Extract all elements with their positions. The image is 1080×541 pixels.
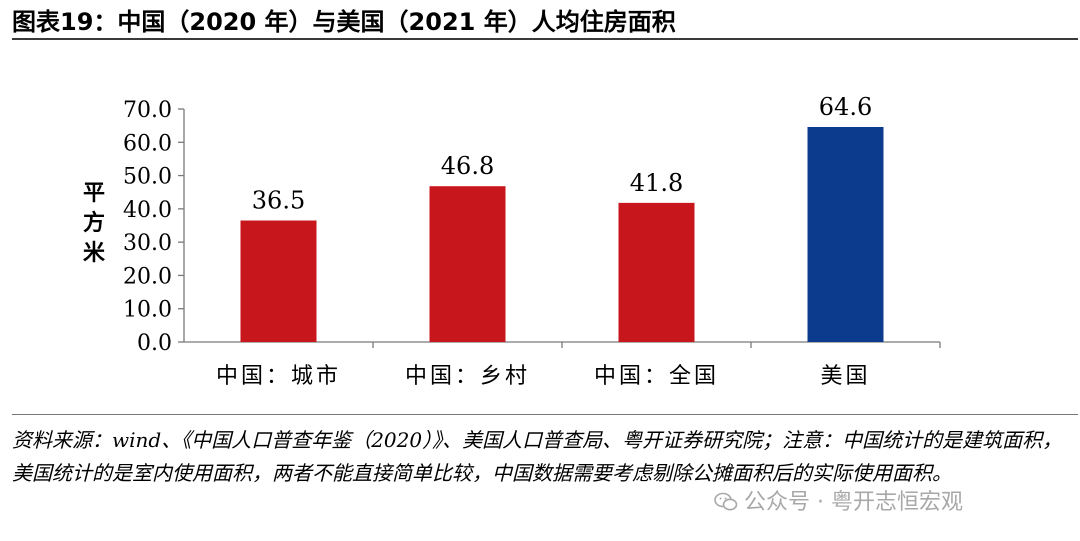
y-tick-label: 70.0 <box>123 98 172 123</box>
bar-value-label: 64.6 <box>819 93 872 121</box>
bar-chart: 0.0 10.0 20.0 30.0 40.0 50.0 60.0 70.0 平方米 36.5 中国… <box>83 93 941 389</box>
bar <box>618 202 695 342</box>
bar-value-label: 36.5 <box>252 187 305 215</box>
source-note: 资料来源：wind、《中国人口普查年鉴（2020）》、美国人口普查局、粤开证券研… <box>12 428 1063 485</box>
bar-value-label: 41.8 <box>630 169 683 197</box>
watermark: 公众号 · 粤开志恒宏观 <box>714 484 963 516</box>
y-tick-label: 30.0 <box>123 231 172 256</box>
y-axis-label-char: 米 <box>83 240 106 266</box>
wechat-icon <box>714 492 738 511</box>
watermark-text: 公众号 · 粤开志恒宏观 <box>744 490 963 515</box>
y-tick-label: 40.0 <box>123 198 172 223</box>
title-divider <box>12 38 1078 40</box>
bar <box>807 126 884 342</box>
footer-divider <box>12 414 1078 415</box>
x-tick-label: 美国 <box>820 364 870 389</box>
y-tick-label: 60.0 <box>123 131 172 156</box>
x-tick-label: 中国：全国 <box>594 364 719 389</box>
y-tick-label: 50.0 <box>123 165 172 190</box>
y-tick-label: 0.0 <box>137 331 172 356</box>
y-tick-label: 20.0 <box>123 264 172 289</box>
bar <box>429 186 506 342</box>
x-tick-label: 中国：城市 <box>216 364 341 389</box>
x-tick-label: 中国：乡村 <box>405 364 530 389</box>
y-axis-label-char: 平 <box>83 180 105 206</box>
y-axis-label-char: 方 <box>83 210 105 236</box>
chart-title: 图表19：中国（2020 年）与美国（2021 年）人均住房面积 <box>12 8 676 36</box>
y-tick-label: 10.0 <box>123 298 172 323</box>
bar <box>240 220 317 342</box>
bar-value-label: 46.8 <box>441 152 494 180</box>
